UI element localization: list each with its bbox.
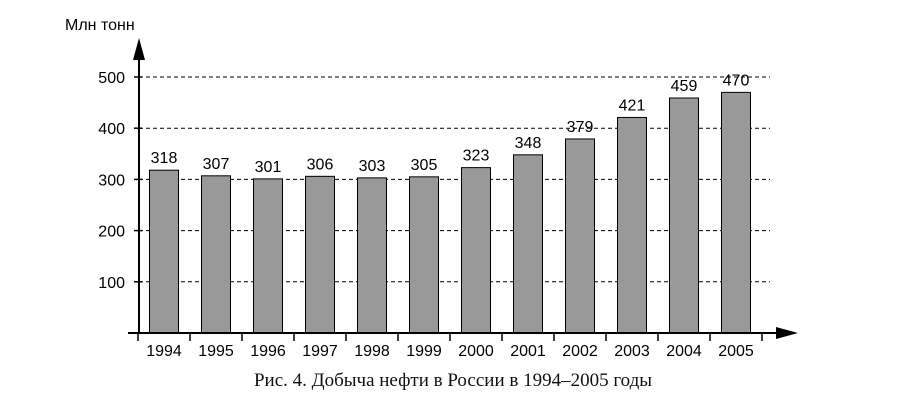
- bar-2005: [721, 91, 751, 334]
- bar-value-label-2004: 459: [671, 78, 698, 95]
- bar-2000: [461, 167, 491, 334]
- bar-1998: [357, 177, 387, 334]
- bar-value-label-2002: 379: [567, 119, 594, 136]
- x-tick-label-2003: 2003: [614, 343, 650, 360]
- y-tick-label-500: 500: [98, 70, 125, 87]
- x-tick-label-1995: 1995: [198, 343, 234, 360]
- y-tick-label-400: 400: [98, 121, 125, 138]
- bar-value-label-1997: 306: [307, 156, 334, 173]
- y-tick-label-100: 100: [98, 275, 125, 292]
- x-tick-label-2002: 2002: [562, 343, 598, 360]
- x-tick-label-2000: 2000: [458, 343, 494, 360]
- bar-2002: [565, 138, 595, 334]
- bar-value-label-1999: 305: [411, 157, 438, 174]
- bar-value-label-1995: 307: [203, 156, 230, 173]
- x-tick-label-2005: 2005: [718, 343, 754, 360]
- bar-1997: [305, 175, 335, 334]
- y-tick-label-300: 300: [98, 172, 125, 189]
- x-tick-label-2004: 2004: [666, 343, 702, 360]
- y-axis-label: Млн тонн: [65, 17, 135, 34]
- bar-value-label-1994: 318: [151, 150, 178, 167]
- y-tick-label-200: 200: [98, 224, 125, 241]
- bar-2003: [617, 116, 647, 334]
- y-axis-arrow: [133, 38, 145, 60]
- x-axis-arrow: [776, 327, 798, 339]
- x-tick-label-1998: 1998: [354, 343, 390, 360]
- bar-1999: [409, 176, 439, 334]
- bar-value-label-1998: 303: [359, 158, 386, 175]
- bar-value-label-2001: 348: [515, 135, 542, 152]
- bar-value-label-2003: 421: [619, 97, 646, 114]
- x-tick-label-1996: 1996: [250, 343, 286, 360]
- x-tick-label-2001: 2001: [510, 343, 546, 360]
- bar-2001: [513, 154, 543, 334]
- x-tick-label-1997: 1997: [302, 343, 338, 360]
- bar-1995: [201, 175, 231, 334]
- bar-1994: [149, 169, 179, 334]
- bar-1996: [253, 178, 283, 334]
- x-tick-label-1999: 1999: [406, 343, 442, 360]
- x-tick-label-1994: 1994: [146, 343, 182, 360]
- bar-value-label-2005: 470: [723, 72, 750, 89]
- figure-caption: Рис. 4. Добыча нефти в России в 1994–200…: [253, 370, 653, 391]
- bar-value-label-2000: 323: [463, 148, 490, 165]
- bar-2004: [669, 97, 699, 334]
- bar-value-label-1996: 301: [255, 159, 282, 176]
